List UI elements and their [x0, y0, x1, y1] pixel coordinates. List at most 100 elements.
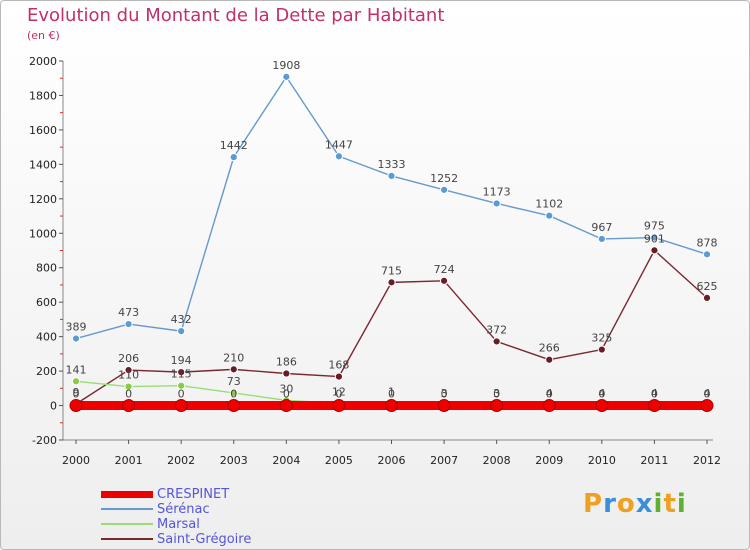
data-label: 0: [388, 388, 395, 401]
y-tick-label: 600: [36, 296, 57, 309]
data-point: [702, 250, 712, 259]
logo-letter: i: [653, 489, 664, 519]
data-label: 210: [223, 351, 244, 364]
data-label: 0: [125, 388, 132, 401]
data-label: 4: [546, 387, 553, 400]
data-point: [229, 365, 238, 374]
data-point: [334, 372, 344, 381]
y-tick-label: 400: [36, 331, 57, 344]
data-label: 432: [171, 313, 192, 326]
data-label: 878: [697, 236, 718, 249]
series-0: 0 0 0 0 0 0 0 0 0 0 0 0 0: [69, 388, 714, 413]
logo-letter: o: [616, 489, 636, 519]
data-point: [385, 399, 398, 413]
data-point: [229, 388, 238, 398]
data-point: [334, 152, 344, 161]
logo-letter: P: [583, 489, 604, 519]
data-label: 1333: [378, 158, 406, 171]
data-label: 1447: [325, 138, 353, 151]
data-point: [124, 382, 133, 391]
y-tick-label: 800: [36, 262, 57, 275]
data-label: 372: [486, 323, 507, 336]
data-point: [71, 377, 81, 386]
data-point: [227, 399, 241, 413]
x-tick-label: 2012: [693, 454, 721, 467]
data-label: 325: [591, 332, 612, 345]
data-point: [387, 171, 396, 181]
data-label: 206: [118, 352, 139, 365]
x-tick-label: 2002: [167, 454, 195, 467]
data-label: 967: [591, 221, 612, 234]
data-label: 0: [441, 388, 448, 401]
data-label: 115: [171, 368, 192, 381]
legend-label: Saint-Grégoire: [157, 532, 252, 547]
data-label: 266: [539, 342, 560, 355]
data-label: 0: [73, 388, 80, 401]
chart-title: Evolution du Montant de la Dette par Hab…: [27, 5, 445, 26]
data-point: [702, 293, 712, 302]
data-point: [69, 399, 83, 413]
data-label: 4: [704, 387, 711, 400]
data-label: 724: [434, 263, 455, 276]
data-label: 0: [335, 388, 342, 401]
chart-subtitle: (en €): [27, 29, 60, 42]
data-label: 3: [441, 387, 448, 400]
data-label: 0: [598, 388, 605, 401]
data-point: [647, 399, 661, 413]
data-label: 0: [704, 388, 711, 401]
y-tick-label: 1000: [29, 227, 57, 240]
data-point: [437, 399, 451, 413]
data-label: 473: [118, 306, 139, 319]
x-tick-label: 2006: [378, 454, 406, 467]
data-label: 1442: [220, 139, 248, 152]
data-point: [650, 246, 659, 255]
data-label: 110: [118, 369, 139, 382]
legend-swatch: [101, 490, 153, 498]
data-label: 625: [697, 280, 718, 293]
logo-letter: t: [663, 489, 677, 519]
series-line: [75, 76, 708, 340]
data-label: 0: [283, 388, 290, 401]
x-tick-label: 2004: [272, 454, 300, 467]
legend-swatch: [101, 508, 153, 510]
data-label: 30: [279, 382, 293, 395]
data-point: [332, 399, 346, 413]
data-point: [700, 399, 714, 413]
data-label: 1252: [430, 172, 458, 185]
data-point: [122, 399, 136, 413]
y-tick-label: 1400: [29, 158, 57, 171]
legend-swatch: [101, 538, 153, 540]
x-tick-label: 2000: [62, 454, 90, 467]
x-tick-label: 2008: [483, 454, 511, 467]
logo-letter: i: [676, 489, 687, 519]
data-point: [229, 153, 238, 162]
data-point: [439, 185, 449, 194]
chart-axes: -200020040060080010001200140016001800200…: [29, 55, 721, 467]
y-tick-label: 200: [36, 365, 57, 378]
data-label: 0: [493, 388, 500, 401]
data-point: [71, 334, 81, 343]
data-point: [177, 327, 186, 336]
data-point: [597, 345, 606, 354]
data-point: [542, 399, 556, 413]
data-point: [492, 337, 501, 346]
x-tick-label: 2010: [588, 454, 616, 467]
legend-label: Sérénac: [157, 502, 210, 517]
series-1: 389 473 432 1442 1908 1447 1333 1252 1173 1102 967…: [66, 59, 718, 343]
data-point: [174, 399, 188, 413]
data-label: 715: [381, 264, 402, 277]
data-point: [282, 72, 291, 81]
data-label: 186: [276, 356, 297, 369]
y-tick-label: 1600: [29, 124, 57, 137]
x-tick-label: 2009: [535, 454, 563, 467]
data-label: 0: [546, 388, 553, 401]
data-label: 975: [644, 220, 665, 233]
data-label: 4: [651, 387, 658, 400]
data-label: 1: [388, 386, 395, 399]
x-tick-label: 2005: [325, 454, 353, 467]
data-label: 1173: [483, 185, 511, 198]
data-point: [492, 199, 501, 208]
data-point: [545, 211, 554, 220]
